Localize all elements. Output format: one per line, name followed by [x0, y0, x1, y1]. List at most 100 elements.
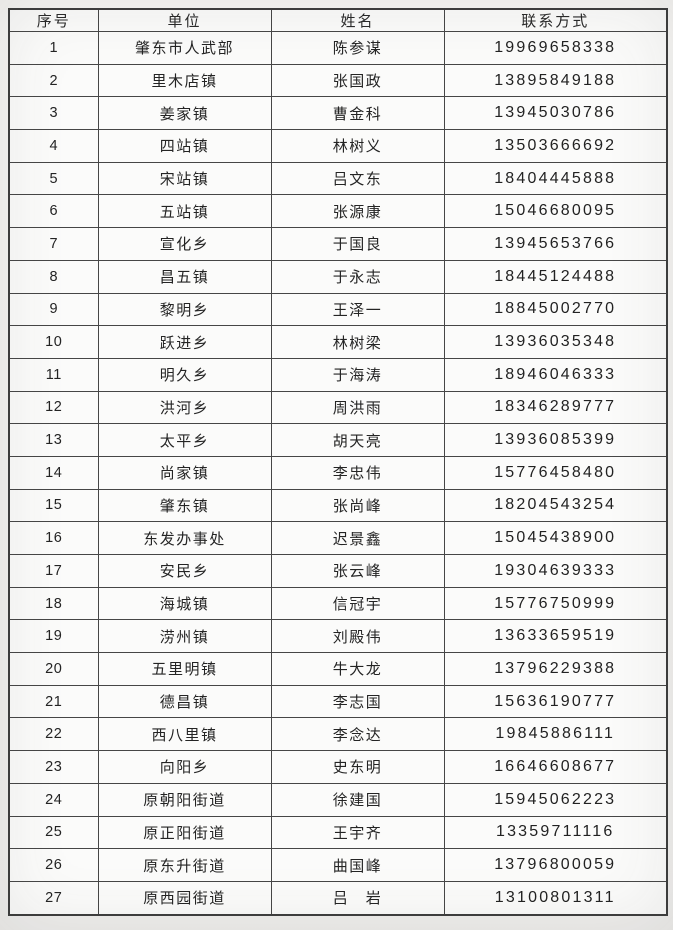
- cell-phone: 18404445888: [443, 161, 668, 196]
- cell-unit: 太平乡: [97, 423, 272, 457]
- cell-no: 16: [8, 521, 99, 555]
- cell-no: 22: [8, 717, 99, 752]
- cell-name: 吕 岩: [270, 880, 445, 916]
- cell-unit: 尚家镇: [97, 455, 272, 490]
- table-row: 11 明久乡 于海涛 18946046333: [8, 357, 668, 392]
- cell-phone: 15776750999: [443, 586, 668, 621]
- table-row: 24 原朝阳街道 徐建国 15945062223: [8, 782, 668, 817]
- cell-unit: 宋站镇: [97, 161, 272, 196]
- cell-unit: 五里明镇: [97, 652, 272, 686]
- cell-unit: 昌五镇: [97, 259, 272, 294]
- cell-name: 刘殿伟: [270, 619, 445, 654]
- cell-phone: 18204543254: [443, 488, 668, 523]
- table-row: 25 原正阳街道 王宇齐 13359711116: [8, 815, 668, 850]
- table-row: 26 原东升街道 曲国峰 13796800059: [8, 848, 668, 882]
- cell-unit: 向阳乡: [97, 750, 272, 784]
- cell-name: 于海涛: [270, 357, 445, 392]
- header-row: 序号 单位 姓名 联系方式: [8, 8, 668, 32]
- cell-unit: 原东升街道: [97, 848, 272, 882]
- cell-no: 24: [8, 782, 99, 817]
- table-row: 15 肇东镇 张尚峰 18204543254: [8, 488, 668, 523]
- cell-no: 4: [8, 129, 99, 163]
- cell-phone: 13945653766: [443, 227, 668, 261]
- table-row: 4 四站镇 林树义 13503666692: [8, 129, 668, 163]
- cell-name: 林树梁: [270, 325, 445, 359]
- table-row: 20 五里明镇 牛大龙 13796229388: [8, 652, 668, 686]
- cell-name: 史东明: [270, 750, 445, 784]
- cell-no: 10: [8, 325, 99, 359]
- cell-no: 13: [8, 423, 99, 457]
- cell-name: 张源康: [270, 194, 445, 229]
- table-row: 13 太平乡 胡天亮 13936085399: [8, 423, 668, 457]
- cell-name: 曲国峰: [270, 848, 445, 882]
- cell-phone: 19969658338: [443, 31, 668, 65]
- cell-name: 牛大龙: [270, 652, 445, 686]
- cell-phone: 13100801311: [443, 880, 668, 916]
- cell-no: 17: [8, 554, 99, 588]
- cell-unit: 宣化乡: [97, 227, 272, 261]
- cell-name: 徐建国: [270, 782, 445, 817]
- table-row: 1 肇东市人武部 陈参谋 19969658338: [8, 31, 668, 65]
- cell-phone: 13503666692: [443, 129, 668, 163]
- cell-phone: 13936035348: [443, 325, 668, 359]
- cell-unit: 东发办事处: [97, 521, 272, 555]
- table-row: 23 向阳乡 史东明 16646608677: [8, 750, 668, 784]
- cell-name: 信冠宇: [270, 586, 445, 621]
- cell-no: 8: [8, 259, 99, 294]
- cell-name: 曹金科: [270, 96, 445, 131]
- cell-name: 周洪雨: [270, 390, 445, 425]
- cell-unit: 跃进乡: [97, 325, 272, 359]
- cell-unit: 原西园街道: [97, 880, 272, 916]
- cell-no: 6: [8, 194, 99, 229]
- cell-no: 27: [8, 880, 99, 916]
- cell-no: 5: [8, 161, 99, 196]
- table-row: 14 尚家镇 李忠伟 15776458480: [8, 455, 668, 490]
- table-row: 9 黎明乡 王泽一 18845002770: [8, 292, 668, 327]
- cell-no: 12: [8, 390, 99, 425]
- cell-unit: 肇东市人武部: [97, 31, 272, 65]
- cell-no: 20: [8, 652, 99, 686]
- table-row: 27 原西园街道吕 岩 13100801311: [8, 880, 668, 916]
- cell-unit: 明久乡: [97, 357, 272, 392]
- cell-phone: 13359711116: [443, 815, 668, 850]
- cell-name: 林树义: [270, 129, 445, 163]
- table-row: 16 东发办事处 迟景鑫 15045438900: [8, 521, 668, 555]
- table-row: 2 里木店镇 张国政 13895849188: [8, 63, 668, 98]
- cell-no: 7: [8, 227, 99, 261]
- cell-phone: 15636190777: [443, 684, 668, 719]
- contact-table: 序号 单位 姓名 联系方式 1 肇东市人武部 陈参谋 19969658338 2 里木店镇…: [8, 8, 668, 916]
- cell-name: 胡天亮: [270, 423, 445, 457]
- table-row: 5 宋站镇 吕文东 18404445888: [8, 161, 668, 196]
- table-row: 8 昌五镇 于永志 18445124488: [8, 259, 668, 294]
- cell-phone: 18445124488: [443, 259, 668, 294]
- table-row: 6 五站镇 张源康 15046680095: [8, 194, 668, 229]
- cell-no: 2: [8, 63, 99, 98]
- cell-no: 26: [8, 848, 99, 882]
- cell-no: 18: [8, 586, 99, 621]
- cell-no: 15: [8, 488, 99, 523]
- cell-no: 11: [8, 357, 99, 392]
- cell-unit: 安民乡: [97, 554, 272, 588]
- table-row: 7 宣化乡 于国良 13945653766: [8, 227, 668, 261]
- table-row: 22 西八里镇 李念达 19845886111: [8, 717, 668, 752]
- cell-unit: 德昌镇: [97, 684, 272, 719]
- table-body: 1 肇东市人武部 陈参谋 19969658338 2 里木店镇 张国政 13895849188…: [8, 31, 668, 916]
- column-header-unit: 单位: [97, 8, 272, 32]
- cell-name: 张云峰: [270, 554, 445, 588]
- cell-name: 张国政: [270, 63, 445, 98]
- table-row: 10 跃进乡 林树梁 13936035348: [8, 325, 668, 359]
- cell-phone: 18946046333: [443, 357, 668, 392]
- cell-phone: 13895849188: [443, 63, 668, 98]
- cell-phone: 13796800059: [443, 848, 668, 882]
- cell-unit: 姜家镇: [97, 96, 272, 131]
- cell-name: 张尚峰: [270, 488, 445, 523]
- cell-unit: 海城镇: [97, 586, 272, 621]
- cell-name: 李念达: [270, 717, 445, 752]
- column-header-phone: 联系方式: [443, 8, 668, 32]
- cell-unit: 原朝阳街道: [97, 782, 272, 817]
- column-header-no: 序号: [8, 8, 99, 32]
- cell-name: 于国良: [270, 227, 445, 261]
- cell-name: 李志国: [270, 684, 445, 719]
- cell-phone: 18346289777: [443, 390, 668, 425]
